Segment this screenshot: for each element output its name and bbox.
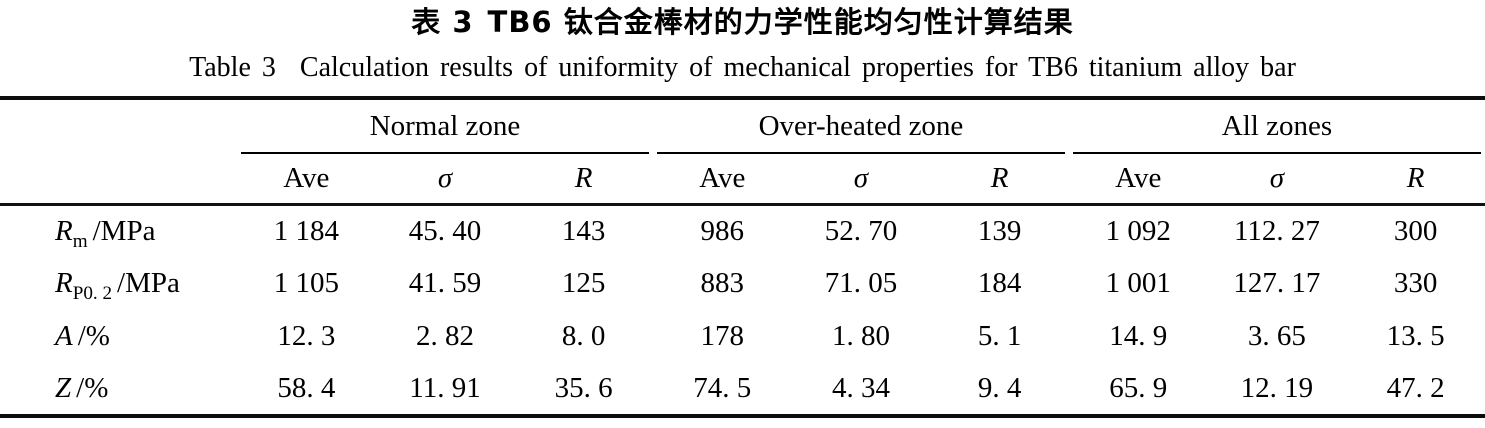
cell-value: 8. 0	[561, 320, 606, 352]
property-unit: /MPa	[92, 214, 156, 247]
subheader-range: R	[930, 154, 1069, 206]
cell-value: 3. 65	[1247, 320, 1306, 352]
cell-value: 41. 59	[408, 267, 482, 299]
subheader-sigma: σ	[1207, 154, 1347, 206]
subheader-ave: Ave	[1068, 154, 1208, 206]
property-symbol: Z	[55, 372, 72, 404]
cell-value: 143	[561, 214, 606, 247]
cell-value: 5. 1	[977, 320, 1022, 352]
cell-value: 139	[977, 214, 1022, 247]
cell-value: 52. 70	[824, 214, 898, 247]
cell-value: 1 184	[273, 214, 339, 247]
table-title-cn-text: TB6 钛合金棒材的力学性能均匀性计算结果	[487, 5, 1074, 39]
table-row-rp02: RP0. 2/MPa 1 105 41. 59 125 883 71. 05 1…	[0, 257, 1485, 310]
table-title-chinese: 表 3 TB6 钛合金棒材的力学性能均匀性计算结果	[0, 0, 1485, 40]
group-label: Normal zone	[369, 109, 521, 142]
cell-value: 58. 4	[277, 372, 336, 404]
cell-value: 71. 05	[824, 267, 898, 299]
subheader-ave: Ave	[237, 154, 376, 206]
table-number-en: Table 3	[189, 52, 276, 83]
table-row-rm: Rm/MPa 1 184 45. 40 143 986 52. 70 139 1…	[0, 204, 1485, 257]
subheader-range: R	[514, 154, 653, 206]
group-label: Over-heated zone	[758, 109, 964, 142]
cell-value: 13. 5	[1386, 320, 1445, 352]
sub-header-row: Ave σ R Ave σ R Ave σ R	[0, 154, 1485, 206]
cell-value: 47. 2	[1386, 372, 1445, 404]
group-header-row: Normal zone Over-heated zone All zones	[0, 98, 1485, 154]
cell-value: 127. 17	[1233, 267, 1321, 299]
table-title-en-text: Calculation results of uniformity of mec…	[299, 52, 1296, 83]
cell-value: 9. 4	[977, 372, 1022, 404]
cell-value: 14. 9	[1109, 320, 1168, 352]
cell-value: 11. 91	[409, 372, 481, 404]
cell-value: 178	[700, 320, 745, 352]
cell-value: 883	[700, 267, 745, 299]
row-label-elongation: A/%	[0, 310, 237, 363]
subheader-sigma: σ	[791, 154, 931, 206]
cell-value: 45. 40	[408, 214, 482, 247]
table-row-elongation: A/% 12. 3 2. 82 8. 0 178 1. 80 5. 1 14. …	[0, 310, 1485, 363]
property-unit: /MPa	[117, 267, 180, 299]
row-label-rm: Rm/MPa	[0, 204, 237, 257]
property-symbol: R	[55, 214, 73, 247]
cell-value: 2. 82	[415, 320, 474, 352]
cell-value: 12. 19	[1240, 372, 1314, 404]
row-label-rp02: RP0. 2/MPa	[0, 257, 237, 310]
cell-value: 184	[977, 267, 1022, 299]
corner-cell	[0, 98, 237, 154]
cell-value: 986	[700, 214, 745, 247]
cell-value: 65. 9	[1109, 372, 1168, 404]
group-header-normal-zone: Normal zone	[237, 98, 653, 154]
subheader-sigma: σ	[375, 154, 515, 206]
subheader-ave: Ave	[652, 154, 792, 206]
corner-cell	[0, 154, 237, 206]
group-header-overheated-zone: Over-heated zone	[653, 98, 1069, 154]
property-unit: /%	[77, 320, 110, 352]
subheader-range: R	[1346, 154, 1485, 206]
group-header-all-zones: All zones	[1069, 98, 1485, 154]
table-number-cn: 表 3	[411, 5, 474, 39]
cell-value: 300	[1393, 214, 1438, 247]
property-symbol: A	[55, 320, 73, 352]
table-row-reduction: Z/% 58. 4 11. 91 35. 6 74. 5 4. 34 9. 4 …	[0, 363, 1485, 416]
mechanical-properties-table: Normal zone Over-heated zone All zones A…	[0, 96, 1485, 418]
cell-value: 1 001	[1105, 267, 1171, 299]
cell-value: 125	[561, 267, 606, 299]
row-label-reduction: Z/%	[0, 363, 237, 416]
cell-value: 330	[1393, 267, 1438, 299]
cell-value: 35. 6	[554, 372, 613, 404]
cell-value: 74. 5	[693, 372, 752, 404]
cell-value: 112. 27	[1233, 214, 1320, 247]
property-unit: /%	[76, 372, 109, 404]
group-label: All zones	[1221, 109, 1333, 142]
property-subscript: P0. 2	[72, 282, 113, 304]
property-subscript: m	[72, 230, 88, 252]
cell-value: 12. 3	[277, 320, 336, 352]
cell-value: 4. 34	[831, 372, 890, 404]
cell-value: 1 092	[1105, 214, 1171, 247]
cell-value: 1 105	[273, 267, 339, 299]
property-symbol: R	[55, 267, 73, 299]
table-title-english: Table 3 Calculation results of uniformity…	[0, 52, 1485, 84]
cell-value: 1. 80	[831, 320, 890, 352]
